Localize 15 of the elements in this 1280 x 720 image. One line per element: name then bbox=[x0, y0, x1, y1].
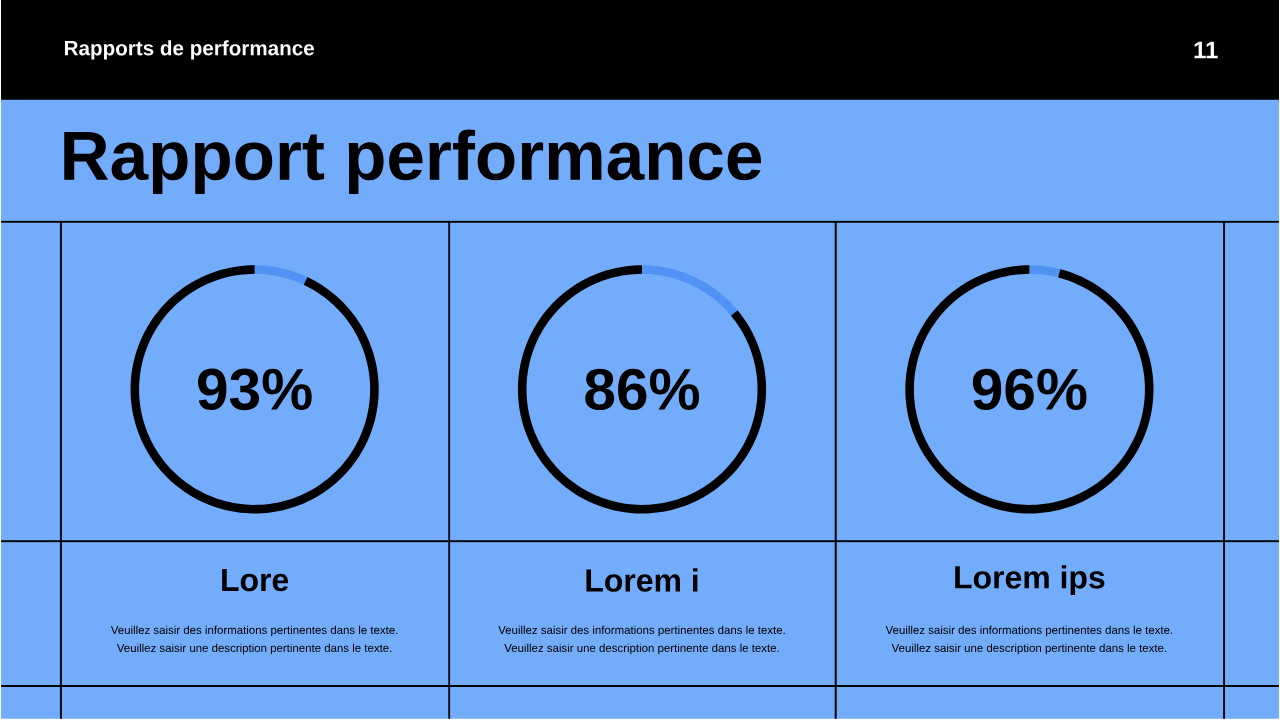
text: Rapports de performance bbox=[65, 40, 314, 60]
data-label: 86% bbox=[585, 368, 700, 411]
data-label: 96% bbox=[972, 368, 1087, 411]
text: Veuillez saisir des informations pertinentes dans le texte. bbox=[498, 625, 785, 637]
text: Veuillez saisir une description pertinente dans le texte. bbox=[116, 643, 392, 655]
text: Veuillez saisir une description pertinente dans le texte. bbox=[504, 643, 779, 655]
text: Veuillez saisir une description pertinente dans le texte. bbox=[891, 643, 1167, 655]
data-label: 93% bbox=[198, 368, 312, 411]
text: Lorem ips bbox=[955, 565, 1105, 596]
text: 11 bbox=[1194, 41, 1218, 59]
text: Lore bbox=[222, 568, 289, 592]
text: Veuillez saisir des informations pertinentes dans le texte. bbox=[885, 625, 1173, 637]
text: Lorem i bbox=[586, 568, 698, 592]
text: Veuillez saisir des informations pertinentes dans le texte. bbox=[110, 625, 398, 637]
text: Rapport performance bbox=[64, 129, 762, 195]
